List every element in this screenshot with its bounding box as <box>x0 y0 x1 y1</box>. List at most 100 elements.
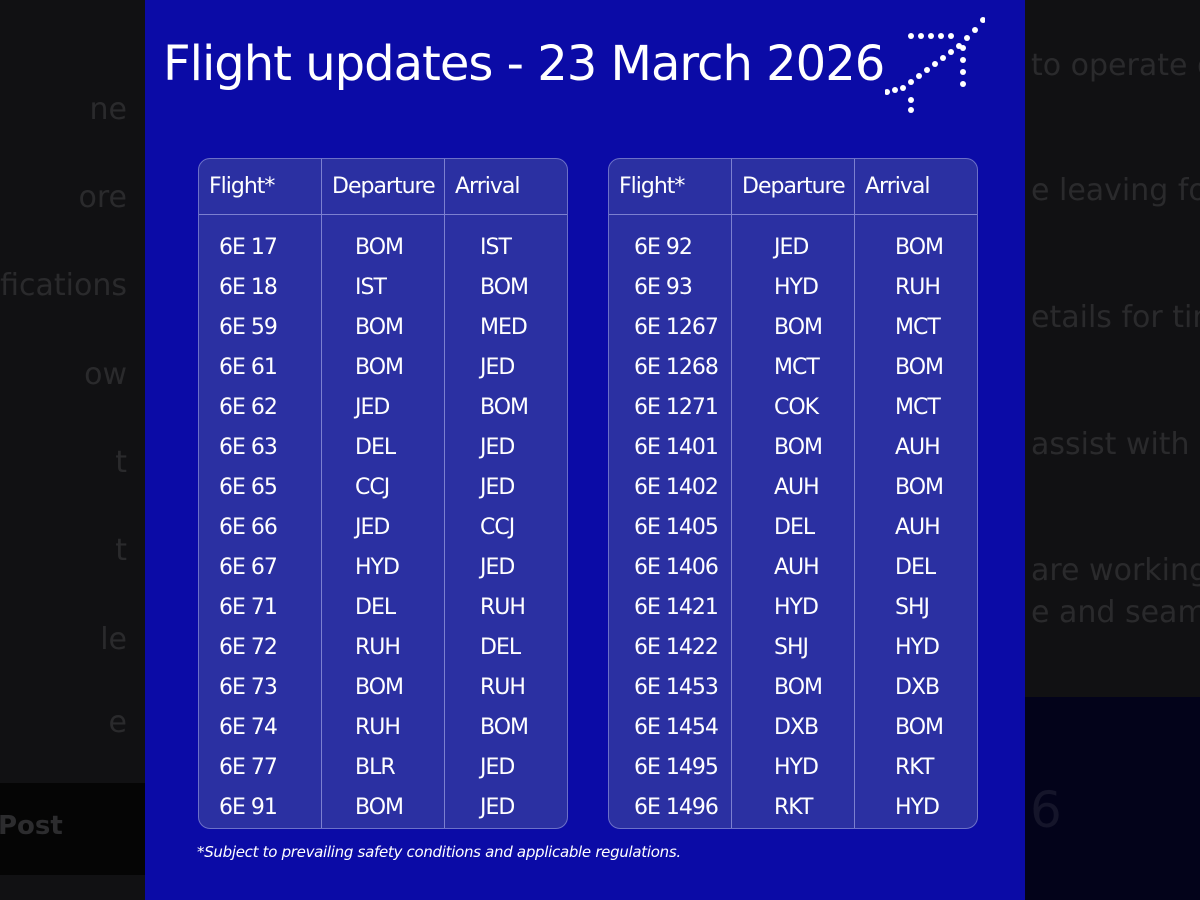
background-article-left: ne ore fications ow t t le e Post <box>0 0 145 900</box>
background-text: ow <box>84 357 127 392</box>
arrival-airport: MED <box>480 314 528 340</box>
flight-number: 6E 61 <box>219 354 278 380</box>
background-text: to operate on <box>1031 48 1200 83</box>
arrival-airport: BOM <box>895 354 944 380</box>
table-header: Flight* Departure Arrival <box>609 159 977 215</box>
logo-dot <box>892 87 898 93</box>
departure-airport: DXB <box>774 715 819 741</box>
departure-airport: AUH <box>774 474 820 500</box>
flight-number: 6E 74 <box>219 715 278 741</box>
post-bar: Post <box>0 783 145 875</box>
column-header: Arrival <box>854 159 977 214</box>
flight-column: 6E 92 6E 93 6E 1267 6E 1268 6E 1271 6E 1401 6E… <box>609 215 731 828</box>
arrival-airport: JED <box>480 354 515 380</box>
departure-airport: BOM <box>774 314 823 340</box>
logo-dot <box>918 33 924 39</box>
departure-airport: AUH <box>774 555 820 581</box>
flight-number: 6E 1495 <box>634 755 719 781</box>
logo-dot <box>908 97 914 103</box>
arrival-airport: CCJ <box>480 514 515 540</box>
arrival-airport: HYD <box>895 795 940 821</box>
flight-number: 6E 1496 <box>634 795 719 821</box>
logo-dot <box>960 45 966 51</box>
logo-dot <box>908 79 914 85</box>
flight-number: 6E 1406 <box>634 555 719 581</box>
logo-dot <box>932 61 938 67</box>
departure-airport: BOM <box>355 354 404 380</box>
background-text: ore <box>78 180 128 215</box>
departure-airport: HYD <box>774 595 819 621</box>
column-header: Departure <box>321 159 444 214</box>
background-text: e leaving for th <box>1031 173 1200 208</box>
flight-number: 6E 1402 <box>634 474 719 500</box>
departure-airport: SHJ <box>774 635 809 661</box>
background-text: t <box>115 445 127 480</box>
departure-airport: BOM <box>355 314 404 340</box>
logo-dot <box>960 57 966 63</box>
logo-dot <box>960 81 966 87</box>
column-header: Departure <box>731 159 854 214</box>
arrival-airport: IST <box>480 234 512 260</box>
logo-dot <box>960 69 966 75</box>
arrival-airport: RUH <box>895 274 941 300</box>
flight-number: 6E 18 <box>219 274 278 300</box>
arrival-airport: JED <box>480 755 515 781</box>
flight-number: 6E 1271 <box>634 394 719 420</box>
departure-airport: RUH <box>355 715 401 741</box>
departure-airport: JED <box>355 514 390 540</box>
logo-dot <box>885 89 890 95</box>
arrival-airport: AUH <box>895 514 941 540</box>
arrival-airport: SHJ <box>895 595 930 621</box>
departure-airport: CCJ <box>355 474 390 500</box>
logo-dot <box>948 33 954 39</box>
flight-number: 6E 63 <box>219 434 278 460</box>
flight-number: 6E 1453 <box>634 675 719 701</box>
arrival-airport: BOM <box>480 274 529 300</box>
flight-number: 6E 67 <box>219 555 278 581</box>
arrival-airport: MCT <box>895 314 941 340</box>
logo-dot <box>948 49 954 55</box>
arrival-airport: DXB <box>895 675 940 701</box>
table-header: Flight* Departure Arrival <box>199 159 567 215</box>
flight-number: 6E 66 <box>219 514 278 540</box>
logo-dot <box>938 33 944 39</box>
departure-airport: DEL <box>774 514 815 540</box>
arrival-airport: BOM <box>895 474 944 500</box>
departure-column: BOM IST BOM BOM JED DEL CCJ JED HYD DEL RUH BOM RUH B… <box>321 215 444 828</box>
flight-number: 6E 92 <box>634 234 693 260</box>
departure-airport: HYD <box>774 755 819 781</box>
logo-dot <box>908 107 914 113</box>
departure-airport: BOM <box>355 234 404 260</box>
arrival-airport: DEL <box>895 555 936 581</box>
arrival-airport: JED <box>480 795 515 821</box>
logo-dot <box>980 17 985 23</box>
flight-number: 6E 1405 <box>634 514 719 540</box>
arrival-airport: JED <box>480 434 515 460</box>
background-text: le <box>100 622 127 657</box>
logo-dot <box>924 67 930 73</box>
arrival-airport: JED <box>480 555 515 581</box>
flight-number: 6E 73 <box>219 675 278 701</box>
logo-dot <box>900 85 906 91</box>
flight-number: 6E 77 <box>219 755 278 781</box>
flight-number: 6E 1421 <box>634 595 719 621</box>
table-body: 6E 92 6E 93 6E 1267 6E 1268 6E 1271 6E 1401 6E… <box>609 215 977 828</box>
departure-airport: MCT <box>774 354 820 380</box>
arrival-airport: JED <box>480 474 515 500</box>
flight-number: 6E 65 <box>219 474 278 500</box>
logo-dot <box>908 33 914 39</box>
arrival-column: BOM RUH MCT BOM MCT AUH BOM AUH DEL SHJ HYD DXB BOM R… <box>854 215 977 828</box>
logo-dot <box>940 55 946 61</box>
background-text: e and seamles <box>1031 595 1200 630</box>
arrival-airport: DEL <box>480 635 521 661</box>
flight-number: 6E 93 <box>634 274 693 300</box>
logo-dot <box>916 73 922 79</box>
departure-airport: JED <box>355 394 390 420</box>
column-header: Flight* <box>619 174 685 199</box>
logo-dot <box>964 35 970 41</box>
flight-number: 6E 72 <box>219 635 278 661</box>
flight-table-right: Flight* Departure Arrival 6E 92 6E 93 6E 1267… <box>608 158 978 829</box>
departure-airport: IST <box>355 274 387 300</box>
arrival-airport: BOM <box>895 715 944 741</box>
arrival-airport: BOM <box>895 234 944 260</box>
